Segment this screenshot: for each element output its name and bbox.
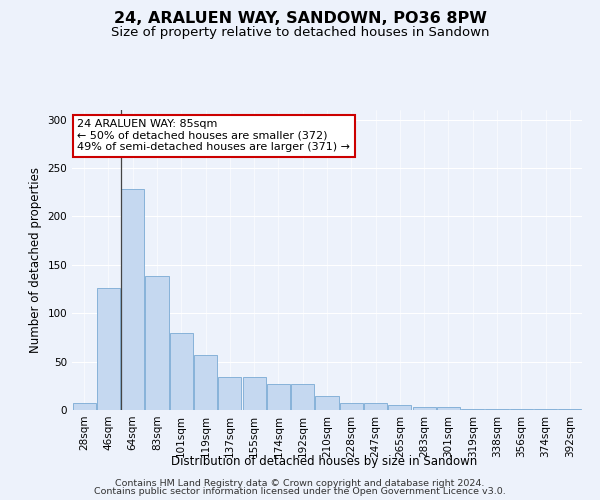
Bar	[194, 355, 217, 410]
Bar	[510, 409, 533, 410]
Bar	[364, 403, 387, 410]
Bar	[291, 384, 314, 410]
Bar	[97, 288, 120, 410]
Bar	[559, 409, 581, 410]
Bar	[242, 377, 266, 410]
Y-axis label: Number of detached properties: Number of detached properties	[29, 167, 42, 353]
Text: 24 ARALUEN WAY: 85sqm
← 50% of detached houses are smaller (372)
49% of semi-det: 24 ARALUEN WAY: 85sqm ← 50% of detached …	[77, 119, 350, 152]
Text: Contains HM Land Registry data © Crown copyright and database right 2024.: Contains HM Land Registry data © Crown c…	[115, 478, 485, 488]
Bar	[145, 276, 169, 410]
Bar	[340, 403, 363, 410]
Bar	[73, 403, 95, 410]
Text: Size of property relative to detached houses in Sandown: Size of property relative to detached ho…	[111, 26, 489, 39]
Bar	[437, 407, 460, 410]
Bar	[170, 332, 193, 410]
Bar	[388, 405, 412, 410]
Text: Contains public sector information licensed under the Open Government Licence v3: Contains public sector information licen…	[94, 487, 506, 496]
Text: 24, ARALUEN WAY, SANDOWN, PO36 8PW: 24, ARALUEN WAY, SANDOWN, PO36 8PW	[113, 11, 487, 26]
Bar	[461, 409, 484, 410]
Bar	[485, 409, 509, 410]
Bar	[267, 384, 290, 410]
Text: Distribution of detached houses by size in Sandown: Distribution of detached houses by size …	[171, 454, 477, 468]
Bar	[413, 407, 436, 410]
Bar	[316, 396, 338, 410]
Bar	[121, 190, 144, 410]
Bar	[218, 377, 241, 410]
Bar	[534, 409, 557, 410]
